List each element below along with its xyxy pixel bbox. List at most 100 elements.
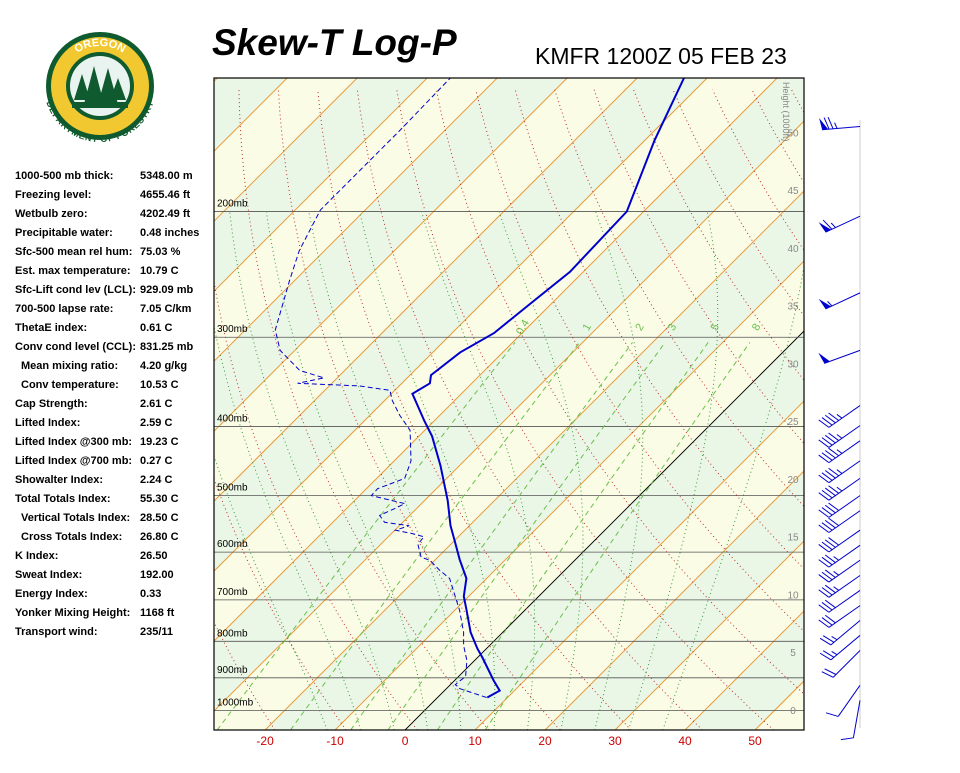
stat-value: 4655.46 ft [140, 189, 190, 201]
barb-pennant [818, 353, 830, 364]
wind-barb [819, 216, 860, 232]
barb-half [832, 636, 837, 639]
stat-value: 2.24 C [140, 474, 172, 486]
stat-label: Sweat Index: [15, 569, 82, 581]
barb-half [834, 587, 839, 591]
wind-barb [841, 700, 860, 739]
x-tick-label: -20 [256, 734, 274, 748]
stat-label: Energy Index: [15, 588, 88, 600]
barb-staff [831, 620, 860, 644]
stat-value: 192.00 [140, 569, 174, 581]
wind-barb [826, 685, 860, 716]
stat-label: Lifted Index @700 mb: [15, 455, 132, 467]
wind-barb [819, 496, 860, 518]
stat-label: Cross Totals Index: [21, 531, 122, 543]
stat-value: 0.61 C [140, 322, 172, 334]
wind-barb [818, 350, 860, 363]
y-tick-label: 700mb [217, 587, 248, 598]
y-tick-label: 600mb [217, 539, 248, 550]
x-tick-label: 50 [748, 734, 762, 748]
stat-value: 4.20 g/kg [140, 360, 187, 372]
stat-value: 2.59 C [140, 417, 172, 429]
chart-title: Skew-T Log-P [212, 22, 457, 63]
wind-barb [819, 478, 860, 500]
stat-label: Lifted Index @300 mb: [15, 436, 132, 448]
y2-tick-label: 20 [787, 475, 799, 486]
stat-value: 235/11 [140, 626, 173, 638]
stat-value: 831.25 mb [140, 341, 193, 353]
stat-label: Cap Strength: [15, 398, 88, 410]
barb-staff [838, 685, 860, 716]
stat-label: Lifted Index: [15, 417, 80, 429]
y2-tick-label: 45 [787, 186, 799, 197]
y2-tick-label: 15 [787, 533, 799, 544]
y-tick-label: 500mb [217, 483, 248, 494]
y-tick-label: 300mb [217, 324, 248, 335]
x-tick-label: 0 [402, 734, 409, 748]
x-tick-label: 30 [608, 734, 622, 748]
stat-value: 10.53 C [140, 379, 179, 391]
y2-tick-label: 25 [787, 417, 799, 428]
x-tick-label: -10 [326, 734, 344, 748]
stat-label: Freezing level: [15, 189, 91, 201]
wind-barb [819, 560, 860, 582]
y-tick-label: 900mb [217, 665, 248, 676]
barb-feather [841, 738, 854, 740]
stat-value: 5348.00 m [140, 170, 193, 182]
stat-value: 929.09 mb [140, 284, 193, 296]
wind-barb [819, 117, 860, 130]
stat-label: 700-500 lapse rate: [15, 303, 113, 315]
stat-label: Yonker Mixing Height: [15, 607, 130, 619]
stat-label: Wetbulb zero: [15, 208, 88, 220]
barb-staff [853, 700, 860, 737]
isotherm [0, 78, 7, 730]
y2-tick-label: 40 [787, 244, 799, 255]
y-tick-label: 800mb [217, 628, 248, 639]
stat-value: 26.80 C [140, 531, 179, 543]
dry-adiabat [871, 90, 960, 730]
stat-value: 19.23 C [140, 436, 179, 448]
barb-half [834, 571, 839, 575]
barb-half [837, 470, 842, 474]
stat-label: Conv temperature: [21, 379, 119, 391]
stat-label: Transport wind: [15, 626, 98, 638]
chart-subtitle: KMFR 1200Z 05 FEB 23 [535, 43, 787, 69]
stat-value: 10.79 C [140, 265, 179, 277]
stat-value: 4202.49 ft [140, 208, 190, 220]
stat-label: Precipitable water: [15, 227, 113, 239]
isotherm-band [0, 78, 7, 730]
y-tick-label: 400mb [217, 413, 248, 424]
barb-half [834, 556, 839, 560]
barb-half [837, 450, 842, 454]
stat-label: Sfc-Lift cond lev (LCL): [15, 284, 136, 296]
stat-value: 0.33 [140, 588, 161, 600]
wind-barb [819, 426, 860, 448]
logo: OREGON DEPARTMENT OF FORESTRY [44, 32, 156, 145]
barb-half [837, 487, 842, 491]
y2-tick-label: 10 [787, 590, 799, 601]
barb-feather [826, 713, 838, 717]
stat-value: 55.30 C [140, 493, 179, 505]
stat-value: 7.05 C/km [140, 303, 192, 315]
x-tick-label: 20 [538, 734, 552, 748]
y2-tick-label: 0 [790, 706, 796, 717]
barb-half [835, 123, 838, 129]
y-tick-label: 1000mb [217, 697, 254, 708]
stat-label: Vertical Totals Index: [21, 512, 130, 524]
stat-label: Est. max temperature: [15, 265, 131, 277]
stat-value: 1168 ft [140, 607, 175, 619]
barb-half [832, 651, 837, 654]
stat-value: 0.27 C [140, 455, 172, 467]
wind-barb [822, 650, 860, 677]
stat-label: Total Totals Index: [15, 493, 111, 505]
stat-value: 2.61 C [140, 398, 172, 410]
wind-barb [819, 530, 860, 552]
y2-tick-label: 5 [790, 648, 796, 659]
barb-half [837, 434, 842, 438]
wind-barb [819, 461, 860, 483]
y2-axis-label: Height (1000ft) [781, 82, 791, 142]
barb-feather [828, 117, 833, 129]
